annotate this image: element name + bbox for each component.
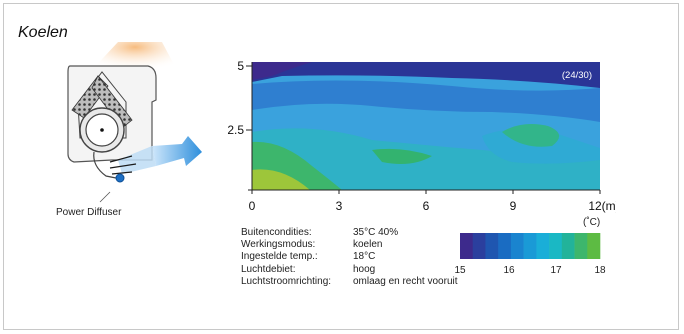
- color-scale-swatch: [485, 233, 499, 259]
- heatmap-region-lower-room: [252, 128, 600, 190]
- color-scale-swatch: [510, 233, 524, 259]
- color-scale-swatch: [523, 233, 537, 259]
- scale-tick-label: 16: [503, 265, 515, 276]
- condition-label: Luchtstroomrichting:: [241, 275, 332, 287]
- frame-counter: (24/30): [562, 70, 592, 81]
- temperature-distribution-chart: (24/30) 5 2.5 0 3 6 9 12(m): [227, 59, 616, 213]
- heatmap-region-corner-warm: [252, 169, 310, 190]
- condition-row: Buitencondities: 35°C 40%: [241, 227, 458, 239]
- color-scale-swatch: [561, 233, 575, 259]
- heatmap-region-upper-flow: [252, 80, 600, 122]
- color-scale-swatch: [536, 233, 550, 259]
- color-scale-legend: 15 16 17 18: [454, 233, 606, 276]
- condition-row: Luchtstroomrichting: omlaag en recht voo…: [241, 276, 458, 288]
- power-diffuser-marker: [115, 173, 125, 183]
- condition-label: Buitencondities:: [241, 227, 312, 238]
- condition-value: koelen: [353, 239, 383, 251]
- mode-title: Koelen: [18, 24, 68, 41]
- power-diffuser-label: Power Diffuser: [56, 207, 122, 218]
- heatmap-region-green-patch: [502, 124, 560, 147]
- cool-air-arrow: [152, 136, 202, 166]
- color-scale-swatches: [460, 233, 601, 259]
- panel-frame: [3, 3, 679, 330]
- y-tick-label: 2.5: [227, 123, 244, 137]
- test-conditions: Buitencondities: 35°C 40% Werkingsmodus:…: [241, 227, 458, 288]
- condition-label: Ingestelde temp.:: [241, 251, 318, 263]
- x-tick-label: 3: [336, 199, 343, 213]
- condition-row: Luchtdebiet: hoog: [241, 264, 458, 276]
- color-scale-swatch: [549, 233, 563, 259]
- condition-row: Werkingsmodus: koelen: [241, 239, 458, 251]
- x-tick-label: 12(m): [588, 199, 616, 213]
- condition-value: 18°C: [353, 251, 376, 263]
- x-tick-label: 6: [423, 199, 430, 213]
- heatmap-region-top-band: [252, 62, 600, 88]
- color-scale-swatch: [472, 233, 486, 259]
- temperature-unit: (˚C): [583, 217, 601, 228]
- condition-label: Luchtdebiet:: [241, 263, 296, 275]
- condition-label: Werkingsmodus:: [241, 239, 316, 251]
- condition-value: hoog: [353, 263, 376, 275]
- condition-row: Ingestelde temp.: 18°C: [241, 251, 458, 263]
- ac-unit-illustration: [67, 42, 202, 203]
- x-tick-label: 0: [249, 199, 256, 213]
- color-scale-swatch: [498, 233, 512, 259]
- x-tick-label: 9: [510, 199, 517, 213]
- color-scale-swatch: [587, 233, 601, 259]
- color-scale-swatch: [574, 233, 588, 259]
- y-tick-label: 5: [237, 59, 244, 73]
- color-scale-swatch: [460, 233, 474, 259]
- scale-tick-label: 18: [594, 265, 606, 276]
- scale-tick-label: 17: [550, 265, 562, 276]
- condition-value: 35°C 40%: [353, 227, 399, 238]
- condition-value: omlaag en recht vooruit: [353, 275, 458, 287]
- scale-tick-label: 15: [454, 265, 466, 276]
- heatmap-region-green-low: [372, 148, 432, 164]
